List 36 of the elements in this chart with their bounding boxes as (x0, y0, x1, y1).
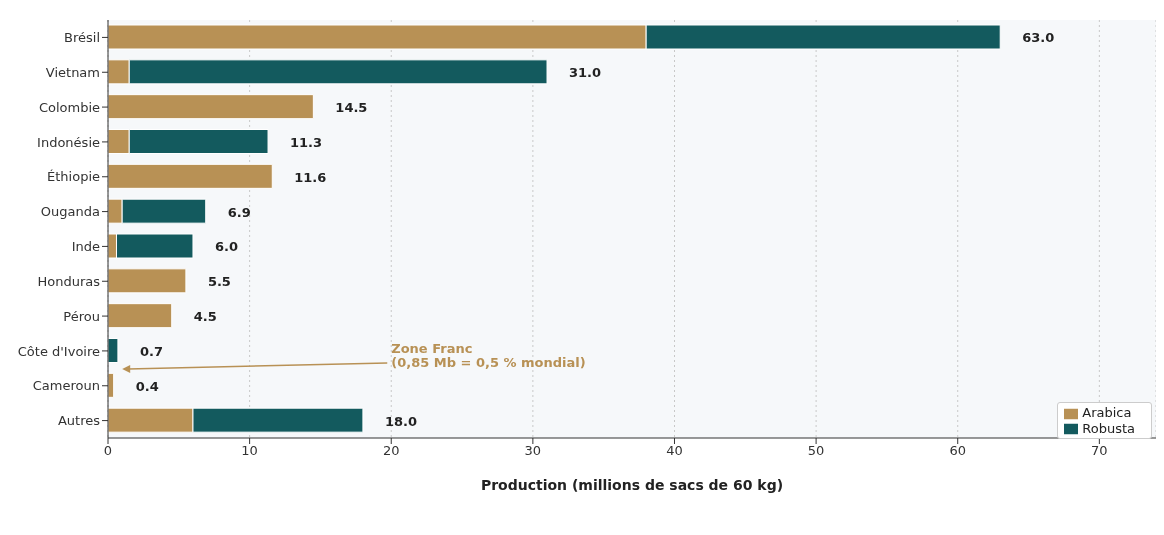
y-tick-label: Pérou (63, 308, 100, 324)
total-label: 5.5 (207, 274, 231, 290)
total-label: 18.0 (384, 413, 417, 429)
total-label: 0.7 (139, 343, 163, 359)
y-tick-label: Honduras (37, 273, 101, 289)
y-tick-label: Autres (57, 413, 101, 429)
y-tick-label: Ouganda (40, 204, 100, 220)
y-tick-label: Colombie (38, 99, 100, 115)
y-tick-label: Indonésie (37, 134, 100, 150)
annotation: Zone Franc (0,85 Mb = 0,5 % mondial) (391, 340, 586, 370)
x-axis-title: Production (millions de sacs de 60 kg) (480, 477, 784, 493)
x-tick-label: 0 (103, 443, 113, 459)
x-tick-label: 20 (382, 443, 400, 459)
total-label: 6.0 (214, 239, 238, 255)
total-label: 63.0 (1022, 30, 1055, 46)
legend-label: Robusta (1082, 420, 1135, 436)
x-tick-label: 50 (807, 443, 825, 459)
x-tick-label: 70 (1091, 443, 1108, 459)
total-label: 31.0 (569, 65, 602, 81)
total-label: 0.4 (135, 378, 159, 394)
total-label: 4.5 (193, 309, 217, 325)
x-tick-label: 30 (524, 443, 542, 459)
legend-label: Arabica (1082, 405, 1132, 420)
total-label: 14.5 (335, 100, 368, 116)
total-label: 6.9 (227, 204, 251, 220)
x-tick-label: 60 (949, 443, 966, 459)
y-tick-label: Éthiopie (47, 169, 100, 185)
y-tick-label: Brésil (64, 30, 100, 46)
y-tick-label: Côte d'Ivoire (17, 343, 100, 359)
y-tick-label: Inde (71, 239, 100, 255)
x-tick-label: 40 (666, 443, 683, 459)
y-tick-label: Vietnam (45, 64, 100, 80)
y-tick-label: Cameroun (32, 378, 100, 394)
total-label: 11.6 (294, 169, 327, 185)
total-label: 11.3 (290, 134, 323, 150)
x-tick-label: 10 (241, 443, 258, 459)
